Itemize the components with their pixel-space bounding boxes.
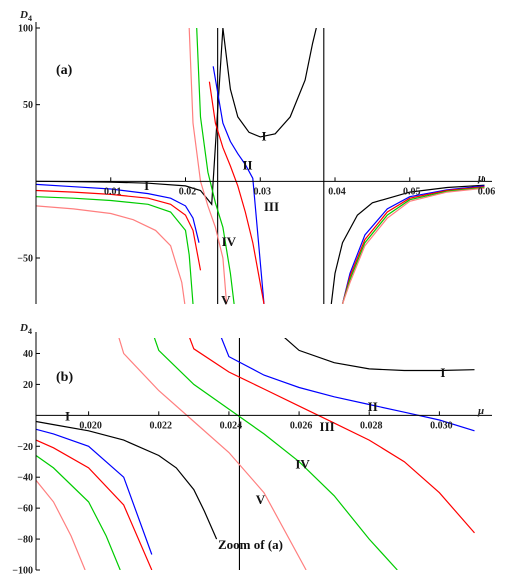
curve-label-I: I (440, 365, 445, 380)
panel-label: (a) (56, 63, 73, 78)
y-tick-label: 50 (23, 100, 33, 111)
curve-label-V: V (221, 292, 231, 307)
series-III-line (341, 186, 485, 304)
x-tick-label: 0.04 (328, 186, 346, 197)
series-III-line (208, 81, 265, 304)
series-I-line (36, 420, 218, 540)
series-V-line (341, 187, 485, 304)
series-IV-line (36, 196, 194, 304)
y-axis-label: D4 (19, 322, 32, 336)
series-V-line (36, 479, 86, 570)
x-axis-label: μ (477, 172, 484, 184)
series-II-line (220, 338, 475, 432)
series-IV-line (153, 338, 398, 570)
y-tick-label: 100 (18, 24, 33, 35)
series-I-line (36, 28, 317, 206)
curve-label-IV: IV (295, 456, 310, 471)
x-tick-label: 0.01 (104, 186, 122, 197)
series-II-line (36, 428, 153, 555)
curve-label-I: I (261, 128, 266, 143)
x-tick-label: 0.06 (478, 186, 496, 197)
y-tick-label: 20 (23, 380, 33, 391)
x-tick-label: 0.05 (403, 186, 421, 197)
series-I-line (330, 184, 485, 304)
x-tick-label: 0.026 (290, 420, 313, 431)
series-II-line (212, 66, 265, 304)
curves (36, 28, 485, 304)
x-tick-label: 0.024 (220, 420, 243, 431)
curve-label-I: I (65, 408, 70, 423)
curve-label-V: V (256, 492, 266, 507)
series-IV-line (196, 28, 235, 304)
panel-a: 0.01 0.02 0.03 0.04 0.05 0.06−5050100D4μ(a)II… (17, 9, 495, 307)
y-tick-label: −60 (17, 504, 33, 515)
y-tick-label: −40 (17, 473, 33, 484)
curve-label-III: III (264, 199, 279, 214)
series-V-line (118, 338, 307, 570)
panel-label: (b) (56, 370, 73, 385)
series-III-line (36, 439, 153, 570)
panel-b: 0.020 0.022 0.024 0.026 0.028 0.030 −100 −80 −60… (12, 322, 492, 576)
curve-label-I: I (144, 178, 149, 193)
curve-label-IV: IV (222, 234, 237, 249)
x-axis-label: μ (477, 405, 484, 417)
series-III-line (189, 338, 475, 534)
series-II-line (341, 185, 485, 304)
series-V-line (188, 28, 228, 304)
y-tick-label: −20 (17, 442, 33, 453)
x-tick-label: 0.03 (254, 186, 272, 197)
x-tick-label: 0.02 (179, 186, 197, 197)
curve-label-II: II (242, 157, 252, 172)
x-tick-label: 0.028 (360, 420, 383, 431)
x-tick-label: 0.030 (430, 420, 453, 431)
y-tick-label: −50 (17, 254, 33, 265)
curve-label-III: III (320, 419, 335, 434)
series-V-line (36, 205, 186, 304)
y-tick-label: −100 (12, 566, 33, 576)
series-II-line (36, 183, 200, 243)
series-IV-line (341, 186, 485, 304)
curves (36, 338, 475, 570)
y-tick-label: −80 (17, 535, 33, 546)
series-IV-line (36, 455, 121, 570)
x-tick-label: 0.020 (79, 420, 102, 431)
x-tick-label: 0.022 (150, 420, 173, 431)
curve-label-II: II (368, 399, 378, 414)
y-tick-label: 40 (23, 349, 33, 360)
zoom-caption: Zoom of (a) (218, 537, 283, 552)
series-III-line (36, 189, 202, 271)
y-axis-label: D4 (19, 9, 32, 23)
series-I-line (284, 338, 475, 372)
